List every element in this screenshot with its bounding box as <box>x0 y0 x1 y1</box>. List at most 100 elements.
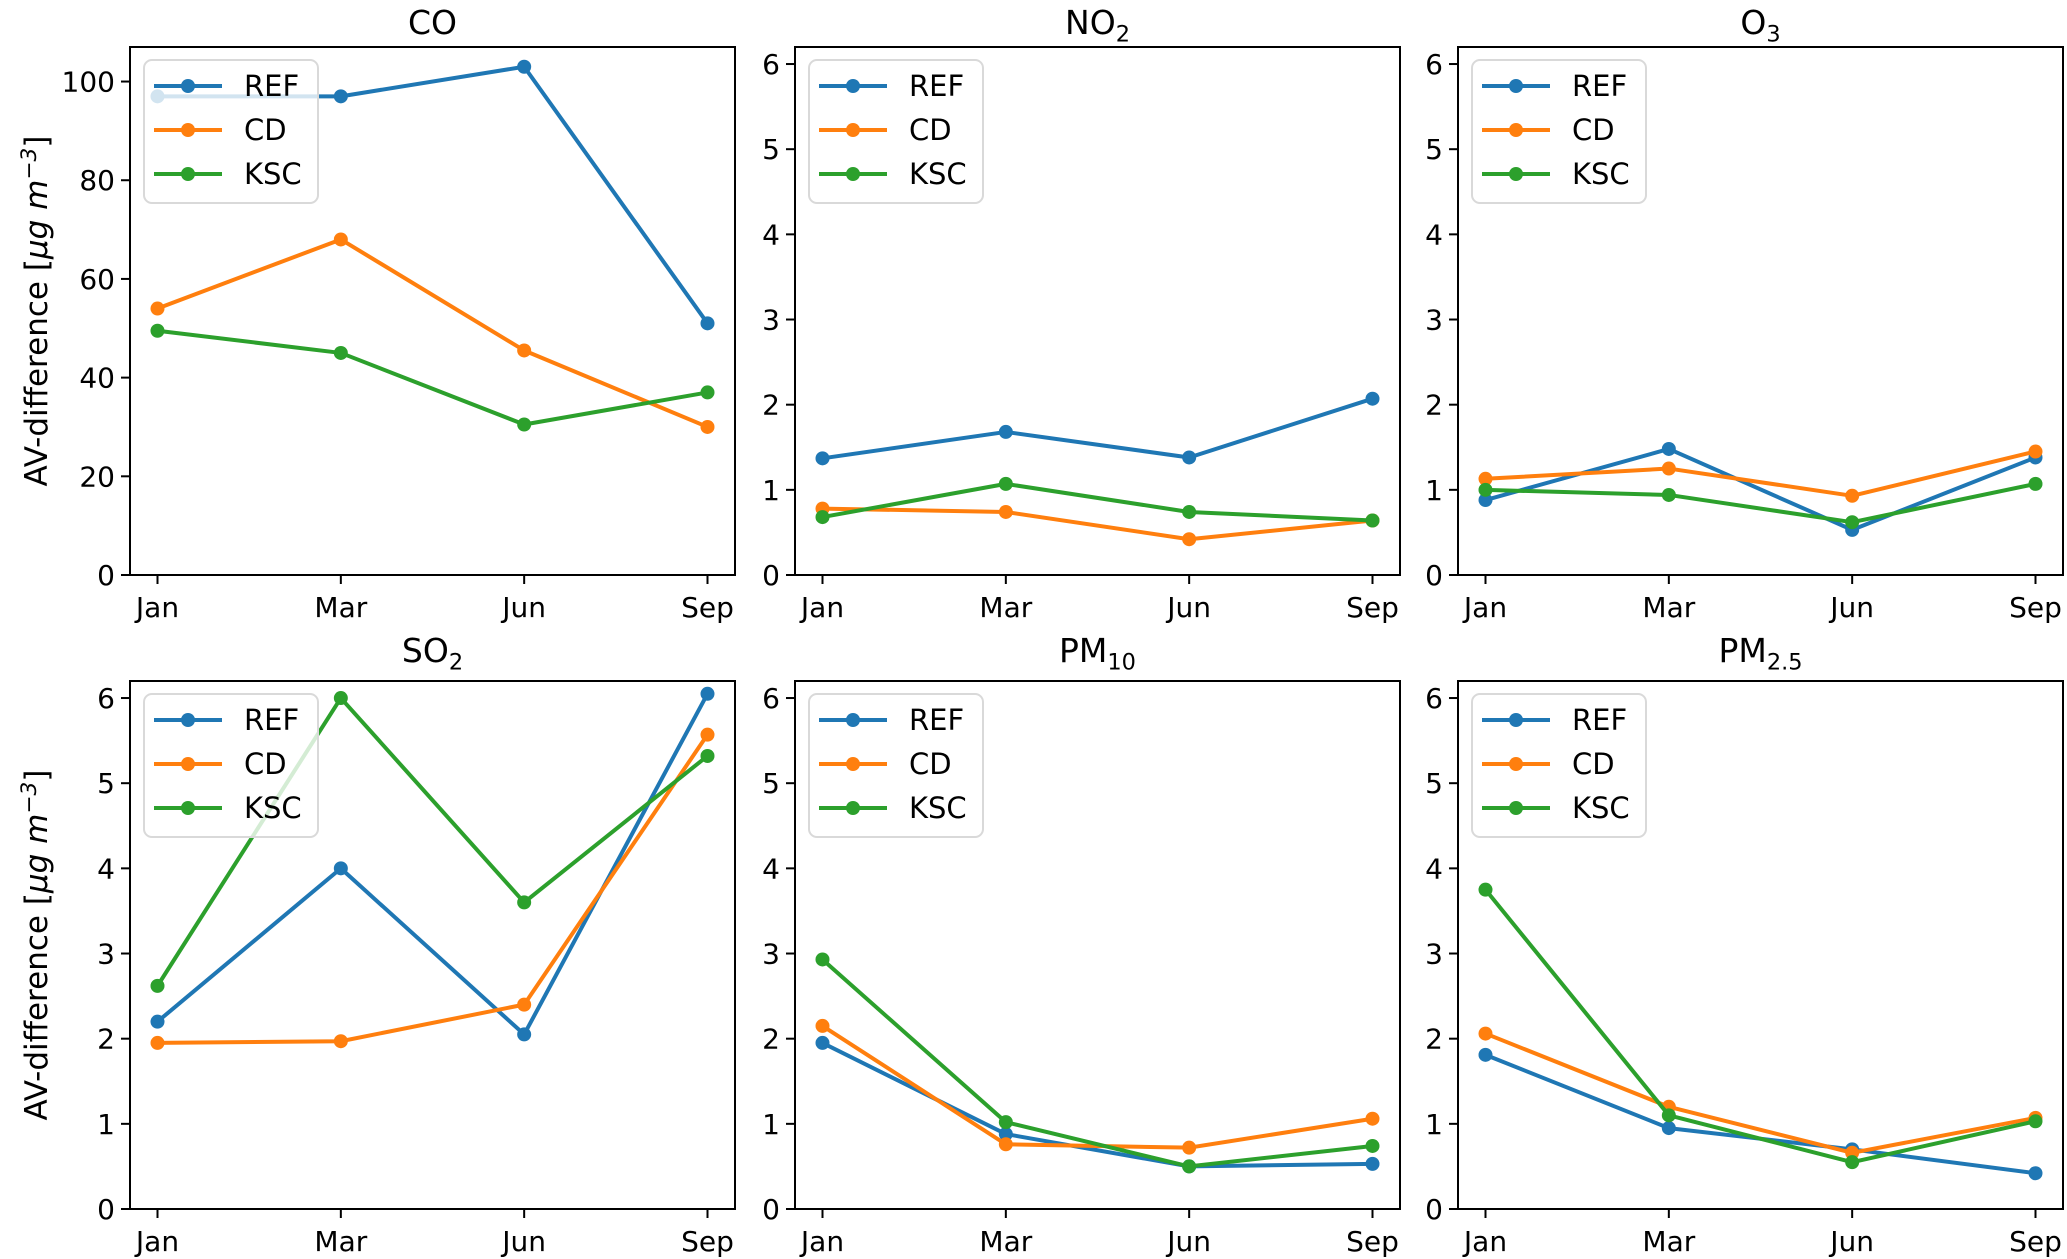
subplot-title-so2: SO2 <box>130 631 735 683</box>
y-tick-label: 2 <box>1425 389 1443 422</box>
title-text: PM <box>1059 631 1108 670</box>
series-line-KSC <box>820 481 1375 523</box>
subplot-title-no2: NO2 <box>795 3 1400 55</box>
legend-label-KSC: KSC <box>1572 157 1630 191</box>
legend-marker-REF <box>181 713 195 727</box>
marker-REF-Mar <box>333 861 348 876</box>
y-tick-label: 4 <box>1425 852 1443 885</box>
legend-marker-REF <box>846 79 860 93</box>
marker-REF-Mar <box>1661 441 1676 456</box>
x-tick-label: Sep <box>681 1225 734 1258</box>
legend-label-REF: REF <box>909 69 964 103</box>
y-tick-label: 0 <box>1425 559 1443 592</box>
marker-CD-Jan <box>1478 1026 1493 1041</box>
marker-CD-Sep <box>700 727 715 742</box>
y-tick-label: 3 <box>97 938 115 971</box>
marker-CD-Jan <box>150 1035 165 1050</box>
legend-marker-CD <box>1509 757 1523 771</box>
marker-KSC-Sep <box>700 385 715 400</box>
title-subscript: 10 <box>1107 649 1136 676</box>
y-tick-label: 3 <box>1425 304 1443 337</box>
series-line-KSC <box>155 696 710 988</box>
so2-chart: 0 1 2 3 4 5 6 Jan Mar Jun Sep REF CD KSC <box>97 680 736 1258</box>
y-tick-label: 1 <box>762 474 780 507</box>
series-line-CD <box>1483 449 2038 498</box>
marker-KSC-Sep <box>2028 476 2043 491</box>
y-tick-label: 1 <box>97 1108 115 1141</box>
y-tick-label: 5 <box>762 767 780 800</box>
x-tick-label: Mar <box>1642 591 1695 624</box>
marker-CD-Sep <box>2028 444 2043 459</box>
title-subscript: 2.5 <box>1766 649 1803 676</box>
y-tick-label: 6 <box>1425 48 1443 81</box>
legend-label-REF: REF <box>1572 703 1627 737</box>
series-line-REF <box>820 396 1375 461</box>
marker-KSC-Jun <box>1182 1159 1197 1174</box>
x-tick-label: Sep <box>2009 1225 2062 1258</box>
marker-KSC-Jun <box>517 895 532 910</box>
title-text: PM <box>1718 631 1767 670</box>
marker-KSC-Mar <box>1661 1108 1676 1123</box>
legend-label-REF: REF <box>244 69 299 103</box>
y-tick-label: 5 <box>1425 767 1443 800</box>
y-tick-label: 100 <box>62 66 115 99</box>
plot-frame <box>129 680 736 1210</box>
marker-REF-Mar <box>333 89 348 104</box>
series-line-CD <box>155 237 710 429</box>
legend-marker-CD <box>846 757 860 771</box>
y-tick-label: 6 <box>762 682 780 715</box>
marker-REF-Sep <box>700 686 715 701</box>
marker-REF-Sep <box>1365 1156 1380 1171</box>
legend-label-CD: CD <box>244 747 287 781</box>
legend: REF CD KSC <box>143 59 319 204</box>
legend-marker-KSC <box>1509 167 1523 181</box>
marker-CD-Jan <box>815 1018 830 1033</box>
legend-label-KSC: KSC <box>909 157 967 191</box>
y-tick-label: 1 <box>762 1108 780 1141</box>
marker-REF-Jan <box>1478 1047 1493 1062</box>
subplot-title-pm25: PM2.5 <box>1458 631 2063 683</box>
marker-KSC-Jan <box>815 952 830 967</box>
marker-CD-Jun <box>517 997 532 1012</box>
title-subscript: 2 <box>1115 21 1130 48</box>
series-line-REF <box>820 1040 1375 1169</box>
y-tick-label: 0 <box>97 559 115 592</box>
legend-marker-KSC <box>846 167 860 181</box>
marker-KSC-Jun <box>1845 515 1860 530</box>
legend: REF CD KSC <box>808 59 984 204</box>
title-text: SO <box>401 631 449 670</box>
marker-KSC-Sep <box>2028 1114 2043 1129</box>
legend-marker-CD <box>846 123 860 137</box>
y-tick-label: 0 <box>1425 1193 1443 1226</box>
legend-marker-REF <box>181 79 195 93</box>
legend-marker-KSC <box>181 801 195 815</box>
marker-KSC-Jun <box>1182 504 1197 519</box>
legend-marker-CD <box>181 123 195 137</box>
marker-REF-Jun <box>1182 450 1197 465</box>
no2-chart: 0 1 2 3 4 5 6 Jan Mar Jun Sep REF CD KSC <box>762 46 1401 624</box>
legend: REF CD KSC <box>1471 59 1647 204</box>
y-tick-label: 4 <box>1425 218 1443 251</box>
legend-label-KSC: KSC <box>244 157 302 191</box>
y-tick-label: 3 <box>762 304 780 337</box>
marker-KSC-Mar <box>1661 487 1676 502</box>
legend-label-CD: CD <box>244 113 287 147</box>
title-text: CO <box>407 3 458 42</box>
y-tick-label: 2 <box>1425 1023 1443 1056</box>
marker-KSC-Sep <box>1365 513 1380 528</box>
legend-label-KSC: KSC <box>1572 791 1630 825</box>
legend-marker-CD <box>181 757 195 771</box>
marker-REF-Sep <box>700 316 715 331</box>
legend-marker-KSC <box>846 801 860 815</box>
legend-label-CD: CD <box>909 113 952 147</box>
y-tick-label: 4 <box>97 852 115 885</box>
x-tick-label: Sep <box>681 591 734 624</box>
marker-REF-Jun <box>517 59 532 74</box>
legend-label-REF: REF <box>909 703 964 737</box>
x-tick-label: Jun <box>1165 591 1211 624</box>
y-tick-label: 2 <box>97 1023 115 1056</box>
series-line-CD <box>820 1023 1375 1150</box>
y-tick-label: 2 <box>762 389 780 422</box>
y-tick-label: 80 <box>79 164 115 197</box>
